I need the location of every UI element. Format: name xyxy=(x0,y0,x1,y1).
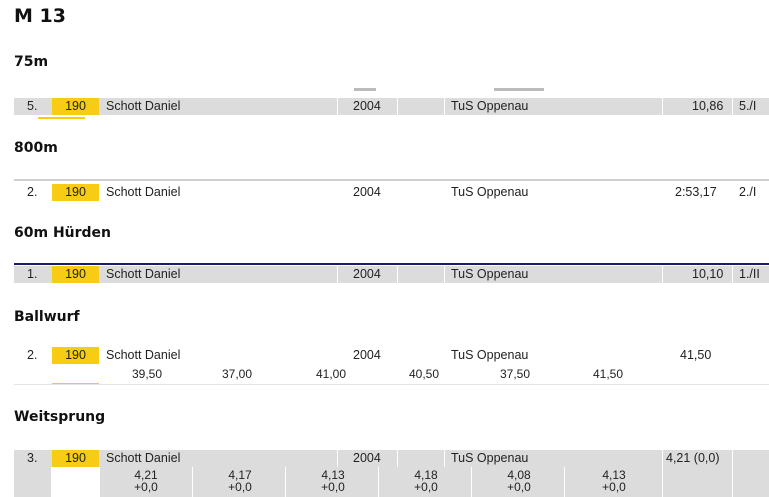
bib-number: 190 xyxy=(65,185,86,199)
birth-year: 2004 xyxy=(353,451,381,465)
birth-year: 2004 xyxy=(353,267,381,281)
athlete-name: Schott Daniel xyxy=(106,348,181,362)
event-title-60m-hurdles: 60m Hürden xyxy=(14,225,112,241)
attempt-2-wind: +0,0 xyxy=(228,480,252,494)
result-row-800m: 2. 190 Schott Daniel 2004 TuS Oppenau 2:… xyxy=(14,184,769,201)
bib-badge xyxy=(52,347,99,364)
athlete-name: Schott Daniel xyxy=(106,99,181,113)
bib-number: 190 xyxy=(65,348,86,362)
athlete-name: Schott Daniel xyxy=(106,451,181,465)
heat-rank: 5./I xyxy=(739,99,757,113)
event-title-75m: 75m xyxy=(14,54,49,70)
birth-year: 2004 xyxy=(353,185,381,199)
club: TuS Oppenau xyxy=(451,267,529,281)
event-title-800m: 800m xyxy=(14,140,58,156)
result: 10,86 xyxy=(692,99,724,113)
bib-badge xyxy=(52,266,99,283)
result: 10,10 xyxy=(692,267,724,281)
heat-rank: 2./I xyxy=(739,185,757,199)
attempt-5-distance: 4,08 xyxy=(507,468,531,482)
attempt-2: 37,00 xyxy=(222,367,253,381)
attempt-list-ballwurf: 39,50 37,00 41,00 40,50 37,50 41,50 xyxy=(14,367,769,385)
attempt-1: 39,50 xyxy=(132,367,163,381)
club: TuS Oppenau xyxy=(451,451,529,465)
club: TuS Oppenau xyxy=(451,99,529,113)
attempt-3-wind: +0,0 xyxy=(321,480,345,494)
birth-year: 2004 xyxy=(353,99,381,113)
attempt-4-distance: 4,18 xyxy=(414,468,438,482)
attempt-5-wind: +0,0 xyxy=(507,480,531,494)
place: 1. xyxy=(27,267,38,281)
bib-badge xyxy=(52,98,99,115)
attempt-4-wind: +0,0 xyxy=(414,480,438,494)
heat-rank: 1./II xyxy=(739,267,760,281)
attempt-1-distance: 4,21 xyxy=(134,468,158,482)
result-row-60m-hurdles: 1. 190 Schott Daniel 2004 TuS Oppenau 10… xyxy=(14,266,769,283)
attempt-6-wind: +0,0 xyxy=(602,480,626,494)
bib-badge xyxy=(52,450,99,467)
result-row-75m: 5. 190 Schott Daniel 2004 TuS Oppenau 10… xyxy=(14,98,769,115)
birth-year: 2004 xyxy=(353,348,381,362)
attempt-3-distance: 4,13 xyxy=(321,468,345,482)
place: 2. xyxy=(27,185,38,199)
attempt-grid-weitsprung: 4,21 +0,0 4,17 +0,0 4,13 +0,0 4,18 +0,0 … xyxy=(14,467,769,497)
place: 2. xyxy=(27,348,38,362)
attempt-2-distance: 4,17 xyxy=(228,468,252,482)
attempt-4: 40,50 xyxy=(409,367,440,381)
attempt-5: 37,50 xyxy=(500,367,531,381)
attempt-6-distance: 4,13 xyxy=(602,468,626,482)
attempt-6: 41,50 xyxy=(593,367,624,381)
event-title-weitsprung: Weitsprung xyxy=(14,409,106,425)
result: 41,50 xyxy=(680,348,712,362)
place: 3. xyxy=(27,451,38,465)
attempt-1-wind: +0,0 xyxy=(134,480,158,494)
result: 4,21 (0,0) xyxy=(666,451,720,465)
athlete-name: Schott Daniel xyxy=(106,267,181,281)
bib-number: 190 xyxy=(65,267,86,281)
result-row-ballwurf: 2. 190 Schott Daniel 2004 TuS Oppenau 41… xyxy=(14,347,769,364)
club: TuS Oppenau xyxy=(451,348,529,362)
page-title: M 13 xyxy=(14,5,66,27)
bib-number: 190 xyxy=(65,451,86,465)
result: 2:53,17 xyxy=(675,185,717,199)
place: 5. xyxy=(27,99,38,113)
bib-number: 190 xyxy=(65,99,86,113)
result-row-weitsprung: 3. 190 Schott Daniel 2004 TuS Oppenau 4,… xyxy=(14,450,769,467)
club: TuS Oppenau xyxy=(451,185,529,199)
attempt-3: 41,00 xyxy=(316,367,347,381)
bib-badge xyxy=(52,184,99,201)
event-title-ballwurf: Ballwurf xyxy=(14,309,80,325)
athlete-name: Schott Daniel xyxy=(106,185,181,199)
